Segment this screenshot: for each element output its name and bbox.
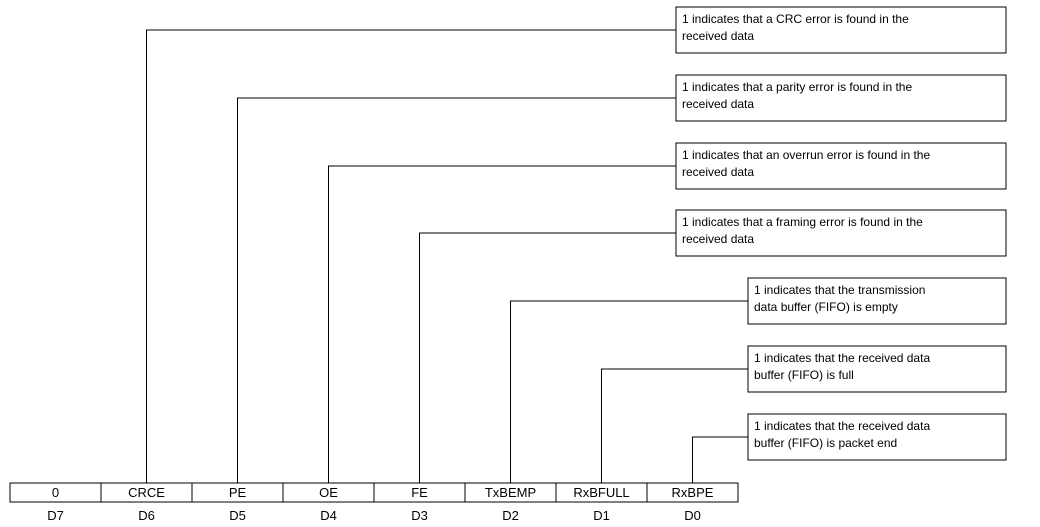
description-box-d0 [747,413,1007,461]
description-text: received data [682,97,754,111]
leader-line-d5 [237,97,676,483]
bit-label: D0 [684,508,701,523]
leader-line-d1 [601,368,748,483]
description-text: 1 indicates that a parity error is found… [682,80,912,94]
description-text: buffer (FIFO) is full [754,368,854,382]
description-box-d1 [747,345,1007,393]
description-text: 1 indicates that a framing error is foun… [682,215,923,229]
field-label: OE [319,485,338,500]
leader-line-d2 [510,300,748,483]
leader-line-d4 [328,165,676,483]
description-text: received data [682,29,754,43]
bit-label: D6 [138,508,155,523]
register-cell [646,482,739,503]
description-text: 1 indicates that an overrun error is fou… [682,148,930,162]
description-text: received data [682,165,754,179]
description-box-d5 [675,74,1007,122]
bit-label: D1 [593,508,610,523]
field-label: TxBEMP [485,485,536,500]
description-box-d4 [675,142,1007,190]
field-label: CRCE [128,485,165,500]
field-label: RxBFULL [573,485,629,500]
bit-label: D4 [320,508,337,523]
bit-label: D5 [229,508,246,523]
field-label: PE [229,485,247,500]
field-label: RxBPE [672,485,714,500]
description-text: 1 indicates that the received data [754,351,930,365]
field-label: 0 [52,485,59,500]
leader-line-d3 [419,232,676,483]
description-text: 1 indicates that the received data [754,419,930,433]
description-text: data buffer (FIFO) is empty [754,300,898,314]
description-box-d6 [675,6,1007,54]
leader-line-d6 [146,29,676,483]
leader-line-d0 [692,436,748,483]
description-text: buffer (FIFO) is packet end [754,436,897,450]
description-box-d3 [675,209,1007,257]
description-box-d2 [747,277,1007,325]
description-text: 1 indicates that a CRC error is found in… [682,12,909,26]
bit-label: D7 [47,508,64,523]
bit-label: D3 [411,508,428,523]
field-label: FE [411,485,428,500]
bit-label: D2 [502,508,519,523]
description-text: received data [682,232,754,246]
description-text: 1 indicates that the transmission [754,283,925,297]
